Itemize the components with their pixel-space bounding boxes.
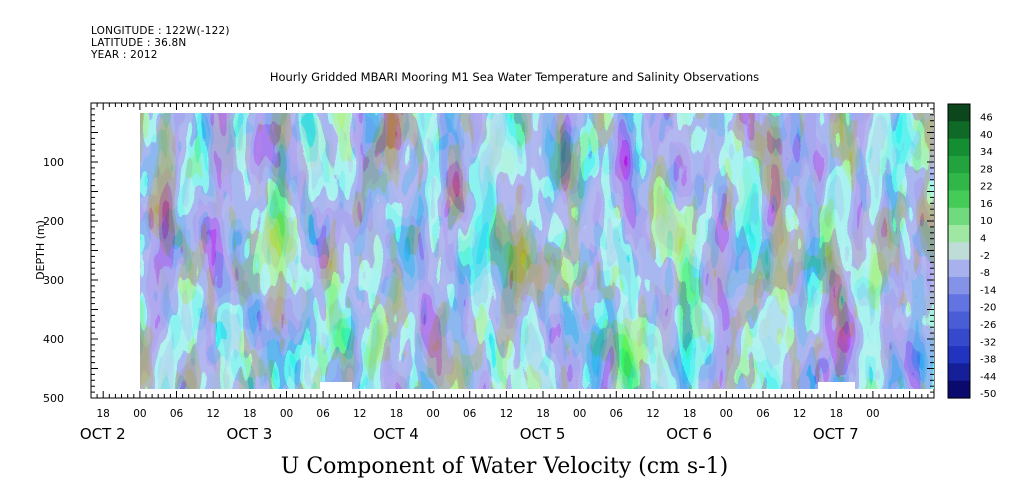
y-tick-label: 400 xyxy=(43,333,64,346)
x-tick-label: 06 xyxy=(756,408,770,420)
y-tick-label: 300 xyxy=(43,274,64,287)
colorbar-label: 22 xyxy=(980,182,993,193)
colorbar-swatch xyxy=(948,294,970,313)
y-axis-tick-labels: 100 200 300 400 500 xyxy=(43,156,64,405)
colorbar-label: -38 xyxy=(980,355,996,366)
x-tick-label: 00 xyxy=(720,408,733,420)
colorbar-swatch xyxy=(948,173,970,192)
colorbar-swatch xyxy=(948,104,970,122)
colorbar-swatch xyxy=(948,259,970,278)
longitude-label: LONGITUDE : 122W(-122) xyxy=(91,25,230,37)
colorbar-swatch xyxy=(948,311,970,330)
x-tick-label: 06 xyxy=(610,408,624,420)
colorbar-swatch xyxy=(948,363,970,382)
x-tick-label: 18 xyxy=(243,408,256,420)
colorbar-label: -26 xyxy=(980,320,996,331)
x-tick-label: 12 xyxy=(646,408,659,420)
x-tick-label: 06 xyxy=(463,408,477,420)
colorbar-label: 40 xyxy=(980,130,993,141)
colorbar-label: -14 xyxy=(980,285,996,296)
colorbar-label: 4 xyxy=(980,234,986,245)
colorbar-label: 10 xyxy=(980,216,993,227)
x-tick-label: 12 xyxy=(500,408,513,420)
colorbar-swatch xyxy=(948,242,970,261)
colorbar-label: -44 xyxy=(980,372,996,383)
colorbar-swatch xyxy=(948,276,970,295)
colorbar-swatch xyxy=(948,225,970,243)
x-date-label: OCT 4 xyxy=(373,425,419,443)
x-date-label: OCT 5 xyxy=(520,425,566,443)
x-tick-label: 12 xyxy=(793,408,806,420)
colorbar-swatch xyxy=(948,207,970,226)
y-axis-ticks xyxy=(91,102,934,399)
chart-title: Hourly Gridded MBARI Mooring M1 Sea Wate… xyxy=(269,70,760,84)
x-date-label: OCT 6 xyxy=(666,425,712,443)
missing-data-gap xyxy=(818,382,855,389)
colorbar-label: -32 xyxy=(980,337,996,348)
colorbar-swatch xyxy=(948,121,970,140)
colorbar-label: 34 xyxy=(980,147,993,158)
x-axis-date-labels: OCT 2 OCT 3 OCT 4 OCT 5 OCT 6 OCT 7 xyxy=(80,425,859,443)
y-tick-label: 100 xyxy=(43,156,64,169)
y-tick-label: 500 xyxy=(43,392,64,405)
x-date-label: OCT 3 xyxy=(227,425,273,443)
colorbar-swatch xyxy=(948,328,970,347)
x-tick-label: 06 xyxy=(170,408,184,420)
x-date-label: OCT 2 xyxy=(80,425,126,443)
colorbar-swatch xyxy=(948,346,970,365)
colorbar-swatch xyxy=(948,190,970,209)
x-date-label: OCT 7 xyxy=(813,425,859,443)
x-tick-label: 12 xyxy=(353,408,366,420)
x-tick-label: 18 xyxy=(830,408,843,420)
x-tick-label: 12 xyxy=(207,408,220,420)
x-tick-label: 06 xyxy=(316,408,330,420)
x-tick-label: 18 xyxy=(683,408,696,420)
x-tick-label: 00 xyxy=(426,408,439,420)
x-axis-tick-labels: 18 00 06 12 18 00 06 12 18 00 06 12 18 00 06 12 18 00 06 12… xyxy=(97,408,880,420)
y-axis-label: DEPTH (m) xyxy=(34,220,47,280)
x-tick-label: 00 xyxy=(133,408,146,420)
heatmap-field xyxy=(140,113,934,389)
colorbar-label: -2 xyxy=(980,251,990,262)
colorbar-label: -8 xyxy=(980,268,990,279)
colorbar: 46 40 34 28 22 16 10 4 -2 -8 -14 -20 -26 -32 -38 -44 -50 xyxy=(947,103,996,400)
year-label: YEAR : 2012 xyxy=(91,49,158,61)
colorbar-label: -50 xyxy=(980,389,996,400)
colorbar-label: 16 xyxy=(980,199,993,210)
colorbar-swatch xyxy=(948,138,970,157)
x-tick-label: 00 xyxy=(573,408,586,420)
colorbar-label: 28 xyxy=(980,164,993,175)
latitude-label: LATITUDE : 36.8N xyxy=(91,37,187,49)
x-tick-label: 18 xyxy=(390,408,403,420)
x-tick-label: 18 xyxy=(97,408,110,420)
missing-data-gap xyxy=(320,382,352,389)
x-axis-ticks xyxy=(90,103,935,398)
x-tick-label: 18 xyxy=(536,408,549,420)
colorbar-swatch xyxy=(948,380,970,399)
x-tick-label: 00 xyxy=(866,408,879,420)
y-tick-label: 200 xyxy=(43,215,64,228)
chart-subtitle: U Component of Water Velocity (cm s-1) xyxy=(280,454,729,479)
colorbar-swatch xyxy=(948,155,970,174)
colorbar-label: -20 xyxy=(980,303,996,314)
colorbar-label: 46 xyxy=(980,113,993,124)
x-tick-label: 00 xyxy=(280,408,293,420)
colorbar-frame xyxy=(947,103,971,399)
